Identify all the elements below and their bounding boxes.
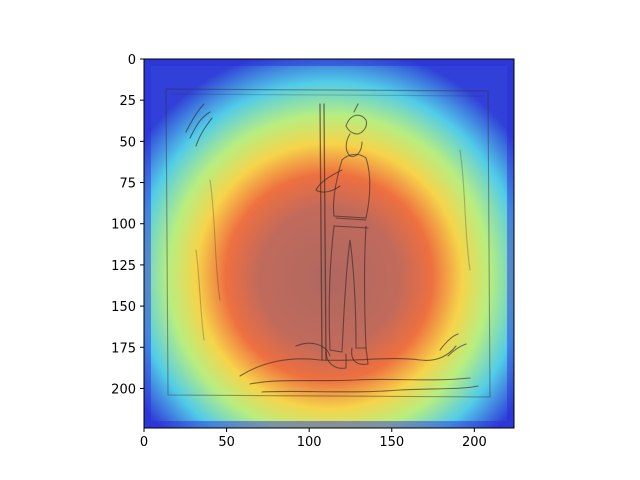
x-tick-label: 200 [462,435,487,450]
y-tick-label: 75 [119,177,136,192]
axes-frame [143,58,515,429]
y-tick-label: 150 [111,300,136,315]
x-tick-label: 0 [140,435,148,450]
soldier-torso [332,153,371,219]
heatmap-overlay [144,59,514,428]
soldier-rifle [319,103,327,361]
soldier-boots [325,347,369,369]
plot-area [143,58,515,429]
x-tick-label: 100 [297,435,322,450]
y-axis: 0 25 50 75 100 125 150 175 200 [111,53,144,397]
soldier-head [345,133,363,157]
y-tick-label: 175 [111,341,136,356]
y-tick-label: 200 [111,382,136,397]
soldier-arm [315,169,343,193]
x-tick-label: 150 [379,435,404,450]
fallen-figure [239,342,479,393]
y-tick-label: 50 [119,135,136,150]
y-tick-label: 0 [128,53,136,68]
y-tick-label: 100 [111,218,136,233]
x-tick-label: 50 [218,435,235,450]
soldier-helmet [345,114,368,135]
sketch-image [165,88,491,398]
y-tick-label: 25 [119,94,136,109]
x-axis: 0 50 100 150 200 [140,428,487,450]
y-tick-label: 125 [111,259,136,274]
soldier-legs [328,225,367,353]
